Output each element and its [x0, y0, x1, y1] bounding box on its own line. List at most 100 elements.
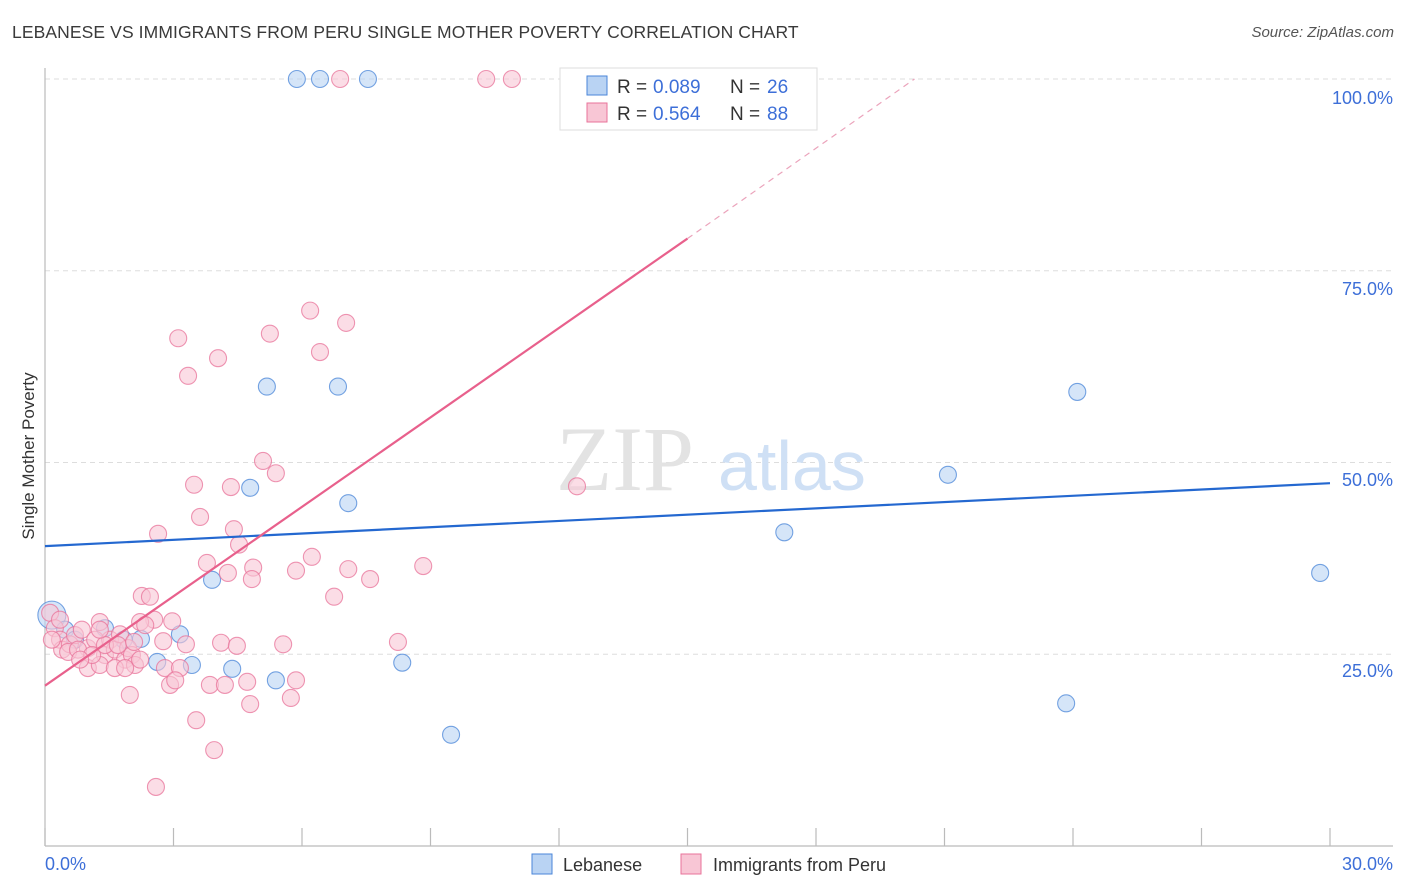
data-point: [197, 553, 216, 573]
data-point: [140, 587, 159, 606]
data-point: [266, 464, 285, 483]
data-point: [221, 477, 240, 497]
data-point: [502, 69, 521, 89]
data-point: [286, 671, 306, 690]
data-point: [131, 650, 150, 669]
legend-r-label: R =: [617, 77, 647, 98]
legend-n-label: N =: [730, 77, 760, 98]
data-point: [227, 636, 246, 655]
watermark-atlas: atlas: [718, 427, 866, 505]
data-point: [274, 635, 293, 654]
y-tick-label: 25.0%: [1342, 661, 1393, 681]
x-tick-label-max: 30.0%: [1342, 854, 1393, 874]
trend-line-extension: [687, 78, 915, 240]
data-point: [339, 494, 358, 513]
data-point: [166, 671, 185, 690]
trend-line: [44, 237, 689, 687]
x-tick-label-min: 0.0%: [45, 854, 86, 874]
data-point: [238, 672, 257, 691]
y-tick-label: 100.0%: [1332, 88, 1393, 108]
data-point: [775, 523, 794, 542]
y-tick-label: 50.0%: [1342, 470, 1393, 490]
data-point: [301, 301, 320, 320]
data-point: [163, 612, 182, 631]
legend-lebanese: Lebanese: [563, 855, 642, 875]
lebanese-swatch: [586, 75, 608, 96]
data-point: [388, 632, 407, 652]
data-point: [146, 777, 165, 796]
data-point: [203, 570, 222, 589]
data-point: [286, 561, 306, 580]
data-point: [149, 524, 168, 543]
data-point: [120, 685, 139, 704]
legend-n-value: 88: [767, 104, 788, 125]
source-label: Source: ZipAtlas.com: [1251, 24, 1394, 41]
chart-title: LEBANESE VS IMMIGRANTS FROM PERU SINGLE …: [12, 22, 799, 42]
data-point: [337, 313, 356, 332]
data-point: [260, 324, 279, 343]
data-point: [1068, 382, 1087, 401]
data-point: [567, 477, 587, 496]
data-point: [1311, 563, 1330, 582]
data-point: [241, 478, 260, 497]
data-point: [191, 507, 210, 527]
data-point: [361, 570, 380, 589]
series-peru: [41, 69, 587, 796]
data-point: [281, 688, 300, 708]
data-point: [253, 451, 273, 471]
axes: [44, 68, 1393, 847]
data-point: [328, 377, 348, 396]
legend-peru: Immigrants from Peru: [713, 855, 886, 875]
data-point: [185, 475, 204, 494]
stats-legend: R = 0.089 N = 26 R = 0.564 N = 88: [559, 67, 818, 131]
legend-r-value: 0.089: [653, 77, 701, 98]
data-point: [241, 695, 260, 714]
watermark: ZIP atlas: [556, 408, 866, 510]
data-point: [414, 556, 433, 576]
legend-peru-swatch: [680, 853, 702, 875]
trend-lines: [44, 78, 1331, 687]
data-point: [169, 329, 188, 348]
data-point: [938, 465, 957, 484]
data-point: [339, 560, 358, 579]
data-point: [90, 620, 109, 639]
legend-lebanese-swatch: [531, 853, 553, 875]
data-point: [42, 630, 61, 649]
data-point: [325, 587, 344, 606]
legend-n-label: N =: [730, 104, 760, 125]
data-point: [393, 653, 412, 672]
data-point: [1057, 694, 1076, 713]
data-point: [223, 659, 242, 678]
data-point: [187, 711, 206, 730]
data-point: [287, 69, 306, 89]
data-point: [50, 610, 70, 629]
peru-swatch: [586, 102, 608, 123]
x-ticks: [44, 828, 1331, 846]
legend-r-value: 0.564: [653, 104, 701, 125]
data-point: [442, 725, 461, 744]
data-point: [242, 570, 261, 589]
legend-r-label: R =: [617, 104, 647, 125]
data-point: [208, 349, 228, 368]
data-point: [205, 741, 224, 760]
data-point: [358, 69, 378, 89]
data-point: [331, 69, 350, 89]
data-point: [310, 69, 330, 89]
data-point: [218, 563, 237, 582]
data-point: [224, 520, 243, 539]
data-point: [302, 547, 321, 566]
data-point: [310, 343, 330, 362]
data-point: [154, 632, 173, 651]
data-point: [125, 632, 144, 652]
bottom-legend: Lebanese Immigrants from Peru: [531, 853, 886, 875]
data-point: [179, 366, 198, 385]
data-point: [176, 635, 195, 654]
data-point: [211, 633, 231, 652]
data-point: [477, 69, 496, 89]
y-tick-labels: 100.0% 75.0% 50.0% 25.0%: [1332, 88, 1393, 681]
legend-n-value: 26: [767, 77, 788, 98]
data-point: [215, 675, 234, 694]
data-point: [72, 620, 91, 639]
data-point: [266, 671, 285, 690]
